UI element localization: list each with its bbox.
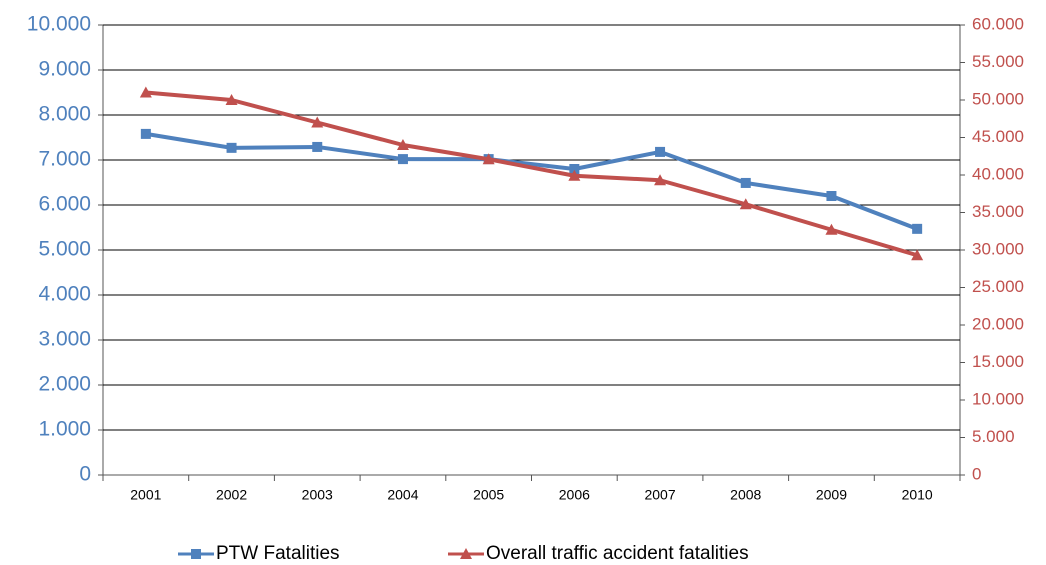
x-tick-label: 2005 xyxy=(473,487,504,503)
x-tick-label: 2008 xyxy=(730,487,761,503)
data-point xyxy=(911,249,924,261)
data-point xyxy=(912,223,923,234)
data-point xyxy=(568,169,581,181)
data-point xyxy=(225,94,238,105)
y2-tick-label: 60.000 xyxy=(972,14,1024,33)
x-tick-label: 2001 xyxy=(130,487,161,503)
y2-tick-label: 5.000 xyxy=(972,427,1015,446)
y2-tick-label: 20.000 xyxy=(972,314,1024,333)
y2-tick-label: 10.000 xyxy=(972,389,1024,408)
data-point xyxy=(226,142,237,153)
y2-tick-label: 15.000 xyxy=(972,352,1024,371)
y-tick-label: 8.000 xyxy=(38,103,91,126)
data-point xyxy=(569,164,580,174)
y-tick-label: 4.000 xyxy=(38,283,91,306)
legend-label: PTW Fatalities xyxy=(216,543,340,564)
y2-tick-label: 40.000 xyxy=(972,164,1024,183)
legend-marker xyxy=(460,548,472,559)
data-point xyxy=(312,141,323,152)
y-tick-label: 10.000 xyxy=(27,13,91,36)
y-tick-label: 7.000 xyxy=(38,148,91,171)
data-point xyxy=(740,177,751,188)
y2-tick-label: 55.000 xyxy=(972,52,1024,71)
data-point xyxy=(655,146,666,157)
data-point xyxy=(397,154,408,165)
legend-label: Overall traffic accident fatalities xyxy=(486,543,749,564)
y2-tick-label: 50.000 xyxy=(972,89,1024,108)
y-tick-label: 0 xyxy=(79,463,91,486)
data-point xyxy=(482,153,495,165)
x-tick-label: 2010 xyxy=(902,487,933,503)
series-line xyxy=(145,131,918,231)
y-tick-label: 5.000 xyxy=(38,238,91,261)
legend-marker xyxy=(191,549,201,559)
y-tick-label: 3.000 xyxy=(38,328,91,351)
data-point xyxy=(654,174,667,186)
x-tick-label: 2002 xyxy=(216,487,247,503)
x-tick-label: 2003 xyxy=(302,487,333,503)
y-tick-label: 6.000 xyxy=(38,193,91,216)
x-tick-label: 2006 xyxy=(559,487,590,503)
y2-tick-label: 25.000 xyxy=(972,277,1024,296)
data-point xyxy=(825,223,838,235)
data-point xyxy=(311,116,324,128)
data-point xyxy=(826,191,837,201)
data-point xyxy=(396,139,409,150)
series-line xyxy=(145,90,918,258)
x-tick-label: 2007 xyxy=(644,487,675,503)
y-tick-label: 2.000 xyxy=(38,373,91,396)
y2-tick-label: 45.000 xyxy=(972,127,1024,146)
data-point xyxy=(140,128,151,139)
data-point xyxy=(739,198,752,210)
y-tick-label: 1.000 xyxy=(38,418,91,441)
x-tick-label: 2009 xyxy=(816,487,847,503)
y-tick-label: 9.000 xyxy=(38,58,91,81)
data-point xyxy=(139,86,152,98)
x-tick-label: 2004 xyxy=(387,487,418,503)
y2-tick-label: 30.000 xyxy=(972,239,1024,258)
y2-tick-label: 35.000 xyxy=(972,202,1024,221)
y2-tick-label: 0 xyxy=(972,464,981,483)
